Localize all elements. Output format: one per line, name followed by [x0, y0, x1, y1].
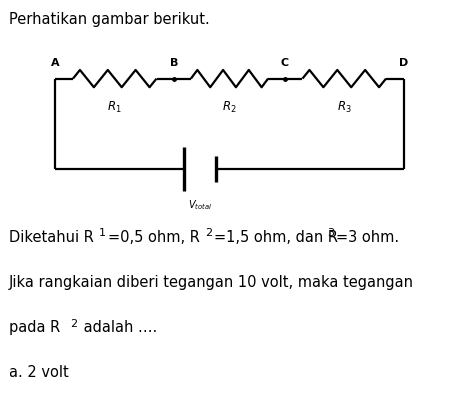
Text: $R_2$: $R_2$	[222, 100, 237, 115]
Text: 3: 3	[327, 228, 334, 238]
Text: $R_3$: $R_3$	[337, 100, 352, 115]
Text: adalah ….: adalah ….	[79, 320, 157, 335]
Text: 1: 1	[99, 228, 106, 238]
Text: 2: 2	[205, 228, 213, 238]
Text: Diketahui R: Diketahui R	[9, 230, 94, 245]
Text: =3 ohm.: =3 ohm.	[336, 230, 400, 245]
Text: 2: 2	[70, 319, 77, 329]
Text: B: B	[170, 58, 179, 68]
Text: A: A	[51, 58, 59, 68]
Text: pada R: pada R	[9, 320, 61, 335]
Text: $V_{total}$: $V_{total}$	[188, 198, 212, 212]
Text: =0,5 ohm, R: =0,5 ohm, R	[108, 230, 200, 245]
Text: a. 2 volt: a. 2 volt	[9, 365, 69, 380]
Text: =1,5 ohm, dan R: =1,5 ohm, dan R	[214, 230, 338, 245]
Text: Perhatikan gambar berikut.: Perhatikan gambar berikut.	[9, 12, 210, 27]
Text: C: C	[280, 58, 289, 68]
Text: $R_1$: $R_1$	[107, 100, 122, 115]
Text: D: D	[399, 58, 409, 68]
Text: Jika rangkaian diberi tegangan 10 volt, maka tegangan: Jika rangkaian diberi tegangan 10 volt, …	[9, 275, 414, 290]
